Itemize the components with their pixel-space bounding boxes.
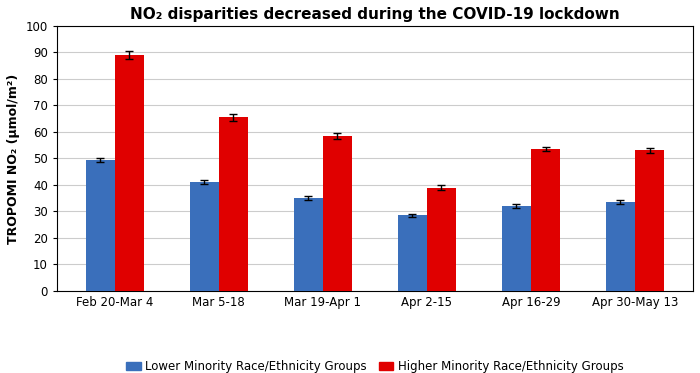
Bar [323,136,352,291]
Y-axis label: TROPOMI NO₂ (μmol/m²): TROPOMI NO₂ (μmol/m²) [7,73,20,244]
Bar [115,55,144,291]
Bar [531,149,560,291]
Bar [398,215,427,291]
Bar [502,206,531,291]
Legend: Lower Minority Race/Ethnicity Groups, Higher Minority Race/Ethnicity Groups: Lower Minority Race/Ethnicity Groups, Hi… [122,355,628,373]
Bar [635,150,664,291]
Bar [294,198,323,291]
Bar [427,188,456,291]
Bar [219,117,248,291]
Bar [606,202,635,291]
Bar [190,182,219,291]
Bar [85,160,115,291]
Title: NO₂ disparities decreased during the COVID-19 lockdown: NO₂ disparities decreased during the COV… [130,7,620,22]
